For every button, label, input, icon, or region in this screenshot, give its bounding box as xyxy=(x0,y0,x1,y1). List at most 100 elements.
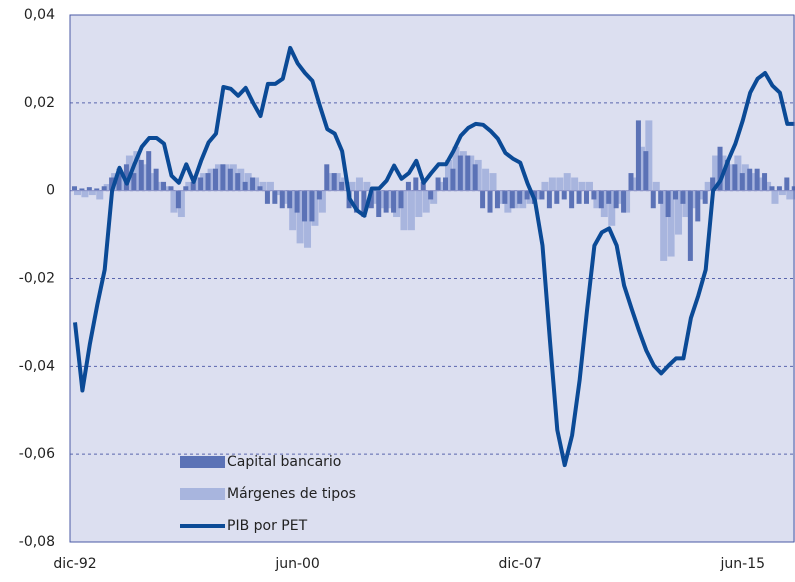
bar xyxy=(435,177,441,191)
bar xyxy=(583,190,589,204)
bar xyxy=(133,151,141,191)
bar xyxy=(348,181,356,191)
bar xyxy=(391,190,397,213)
bar xyxy=(749,173,757,191)
bar xyxy=(712,155,720,191)
bar xyxy=(524,190,530,200)
bar xyxy=(146,151,152,191)
bar xyxy=(734,155,742,191)
bar xyxy=(687,190,693,261)
bar xyxy=(103,184,111,191)
bar xyxy=(786,190,794,200)
bar xyxy=(593,190,601,209)
bar xyxy=(118,173,126,191)
bar xyxy=(250,177,256,191)
bar xyxy=(368,190,374,209)
y-tick-label: -0,02 xyxy=(19,271,55,287)
bar xyxy=(222,164,230,191)
bar xyxy=(494,190,500,209)
bar xyxy=(264,190,270,204)
bar xyxy=(443,177,448,191)
x-tick-label: dic-92 xyxy=(53,556,96,572)
bar xyxy=(155,181,163,191)
bar xyxy=(198,177,204,191)
bar xyxy=(383,190,389,213)
bar xyxy=(465,155,471,191)
bar xyxy=(600,190,608,218)
bar xyxy=(472,164,478,191)
bar xyxy=(578,181,586,191)
bar xyxy=(353,190,359,213)
bar xyxy=(316,190,322,200)
legend-label: PIB por PET xyxy=(227,518,308,534)
bar xyxy=(415,190,423,218)
bar xyxy=(190,181,196,191)
bar xyxy=(747,168,753,191)
bar xyxy=(650,190,656,209)
bar xyxy=(339,181,345,191)
bar xyxy=(81,190,89,198)
legend-swatch xyxy=(180,456,225,468)
bar xyxy=(355,177,363,191)
bar xyxy=(519,190,527,209)
bar xyxy=(623,190,631,213)
bar xyxy=(452,146,460,191)
x-tick-label: jun-15 xyxy=(720,556,766,572)
y-tick-label: 0,02 xyxy=(24,95,55,111)
bar xyxy=(762,173,768,191)
bar xyxy=(153,168,159,191)
bar xyxy=(569,190,575,209)
bar xyxy=(294,190,300,213)
y-tick-label: 0,04 xyxy=(24,7,55,23)
bar xyxy=(148,173,156,191)
bar xyxy=(94,188,100,191)
bar xyxy=(771,190,779,204)
bar xyxy=(341,177,349,191)
bar xyxy=(643,151,649,191)
bar xyxy=(116,168,122,191)
bar xyxy=(123,164,129,191)
bar xyxy=(259,181,267,191)
bar xyxy=(361,190,367,218)
bar xyxy=(541,181,549,191)
bar xyxy=(281,190,289,204)
bar xyxy=(548,177,556,191)
bar xyxy=(430,190,438,204)
bar xyxy=(702,190,708,204)
line xyxy=(73,45,795,468)
bar xyxy=(302,190,308,222)
bar xyxy=(163,186,171,191)
bar xyxy=(717,146,723,191)
bar xyxy=(324,164,330,191)
bar xyxy=(489,173,497,191)
bar xyxy=(682,190,690,218)
bar xyxy=(606,190,612,204)
bar xyxy=(131,173,137,191)
bar xyxy=(326,173,334,191)
bar xyxy=(502,190,508,204)
bar xyxy=(628,173,634,191)
bar xyxy=(613,190,619,209)
bar xyxy=(480,190,486,209)
bar xyxy=(235,173,241,191)
bar xyxy=(652,181,660,191)
bar xyxy=(177,190,185,218)
bar xyxy=(309,190,315,222)
bar xyxy=(660,190,668,261)
bar xyxy=(393,190,401,218)
bar xyxy=(467,155,475,191)
bar xyxy=(526,190,534,204)
bar xyxy=(534,190,542,200)
bar xyxy=(420,181,426,191)
legend-label: Capital bancario xyxy=(227,454,341,470)
bar xyxy=(138,159,144,191)
bar xyxy=(242,181,248,191)
bar xyxy=(428,190,434,200)
bar xyxy=(675,190,683,235)
bar xyxy=(183,186,189,191)
bar xyxy=(311,190,319,226)
bar xyxy=(88,190,96,196)
bar xyxy=(710,177,716,191)
bar xyxy=(658,190,664,204)
